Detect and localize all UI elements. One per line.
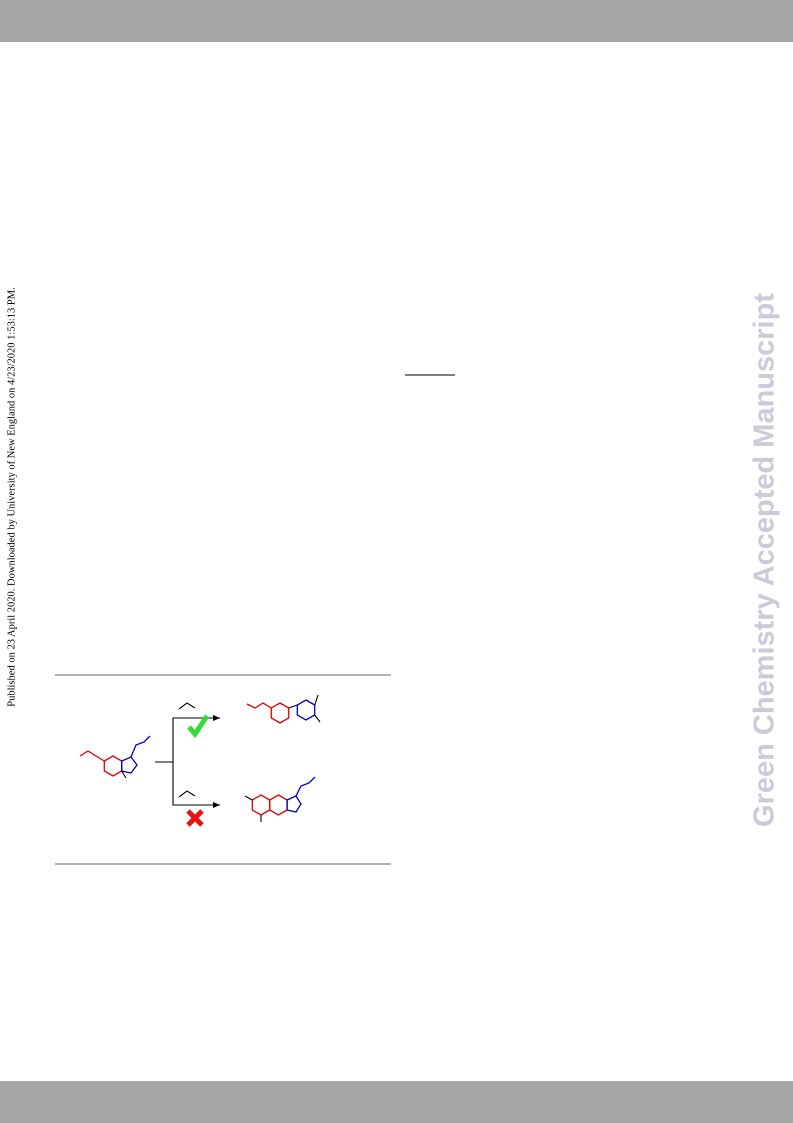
ring <box>103 755 123 777</box>
chain <box>79 750 105 762</box>
arrowhead <box>213 715 220 721</box>
bond <box>121 770 127 779</box>
ring <box>269 794 288 816</box>
ring <box>251 794 271 816</box>
arrow <box>172 717 220 806</box>
chain <box>295 776 316 797</box>
top-bar <box>0 0 793 42</box>
bottom-bar <box>0 1081 793 1123</box>
chain <box>130 735 151 758</box>
chain <box>246 702 272 709</box>
reagent <box>178 702 196 710</box>
bond <box>314 694 319 706</box>
check <box>187 714 210 739</box>
reagent <box>178 790 196 798</box>
ring <box>270 702 290 724</box>
arrowhead <box>213 802 220 808</box>
bond <box>314 714 321 723</box>
ring <box>286 795 302 813</box>
ring <box>121 756 138 774</box>
ring <box>296 699 316 721</box>
cross <box>186 809 204 827</box>
bond <box>288 704 298 709</box>
bond <box>244 795 253 801</box>
